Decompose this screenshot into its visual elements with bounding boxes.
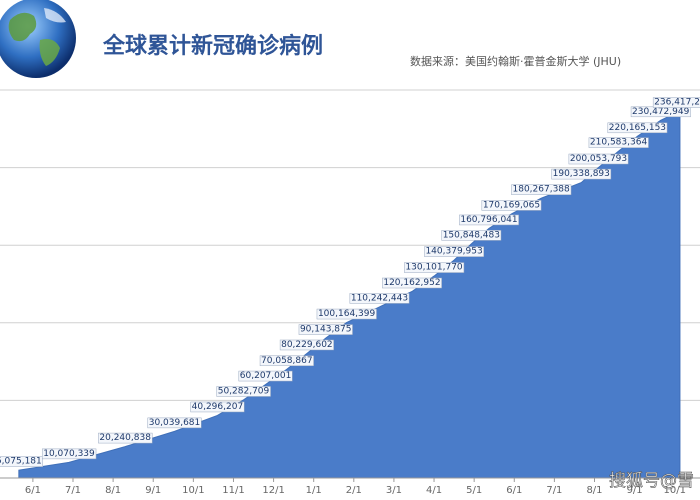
x-tick-label: 7/1 [546, 485, 562, 496]
value-label-box [588, 137, 649, 148]
value-label-box [568, 153, 629, 165]
x-tick-label: 6/1 [506, 485, 522, 496]
value-label: 100,164,399 [318, 309, 376, 319]
x-tick-label: 8/1 [586, 485, 602, 496]
value-label: 40,296,207 [192, 402, 244, 412]
value-label: 230,472,949 [632, 107, 690, 117]
x-tick-label: 10/1 [663, 485, 685, 496]
value-label: 140,379,953 [425, 247, 482, 257]
value-label-box [349, 293, 410, 304]
value-label-box [190, 401, 245, 413]
x-tick-label: 9/1 [627, 485, 643, 496]
value-label: 30,039,681 [149, 418, 201, 428]
x-tick-label: 2/1 [346, 485, 362, 496]
value-label: 60,207,001 [240, 371, 292, 381]
plot-area [18, 110, 681, 479]
value-label-box [652, 97, 700, 108]
x-tick-label: 4/1 [426, 485, 442, 496]
x-tick-label: 11/1 [222, 485, 244, 496]
value-label-box [41, 448, 97, 460]
value-label: 110,242,443 [351, 293, 408, 303]
value-label: 150,848,483 [443, 230, 500, 240]
value-label-box [459, 214, 519, 226]
value-label: 70,058,867 [261, 356, 313, 366]
x-tick-label: 3/1 [386, 485, 402, 496]
value-label: 220,165,153 [609, 123, 666, 133]
value-label-box [0, 456, 44, 467]
value-label-box [98, 432, 153, 444]
x-tick-label: 1/1 [306, 485, 322, 496]
value-label: 130,101,770 [405, 263, 463, 273]
value-label-box [316, 308, 377, 320]
value-label: 190,338,893 [553, 169, 610, 179]
value-label-box [259, 355, 314, 367]
value-label: 90,143,875 [300, 325, 352, 335]
value-label: 120,162,952 [383, 278, 440, 288]
x-tick-label: 8/1 [105, 485, 121, 496]
globe-icon [0, 0, 76, 78]
value-label: 80,229,602 [281, 340, 333, 350]
value-label: 10,070,339 [43, 449, 95, 459]
value-label-box [216, 386, 271, 397]
source-note: 数据来源：美国约翰斯·霍普金斯大学 (JHU) [410, 54, 621, 68]
chart-title: 全球累计新冠确诊病例 [102, 33, 323, 59]
value-label: 170,169,065 [483, 200, 540, 210]
value-label-box [382, 277, 442, 289]
value-label: 5,075,181 [0, 457, 42, 467]
value-label-box [279, 339, 334, 351]
x-axis: 6/1 7/1 8/1 9/1 10/1 11/1 12/1 1/1 2/1 3/1 4/1 5/1 6… [0, 477, 700, 496]
value-label: 200,053,793 [570, 154, 627, 164]
value-label-box [404, 262, 465, 273]
value-label-box [607, 122, 668, 134]
value-label-box [424, 246, 484, 257]
value-label: 180,267,388 [513, 185, 571, 195]
x-tick-label: 6/1 [25, 485, 41, 496]
value-label-box [147, 417, 202, 429]
value-label-box [511, 184, 572, 195]
value-label: 236,417,24 [654, 98, 700, 108]
value-label: 50,282,709 [218, 386, 270, 396]
value-label-box [441, 230, 502, 241]
area [18, 110, 681, 479]
watermark: 搜狐号@雪 [609, 471, 694, 491]
value-label-box [481, 200, 542, 211]
value-label: 160,796,041 [460, 215, 517, 225]
x-tick-label: 10/1 [182, 485, 204, 496]
value-label-box [238, 370, 293, 382]
x-tick-label: 7/1 [65, 485, 81, 496]
x-tick-label: 12/1 [262, 485, 284, 496]
value-label: 210,583,364 [590, 138, 648, 148]
value-label-box [551, 168, 612, 180]
value-label-box [298, 324, 353, 335]
x-tick-label: 9/1 [145, 485, 161, 496]
value-label: 20,240,838 [99, 433, 151, 443]
x-tick-label: 5/1 [466, 485, 482, 496]
